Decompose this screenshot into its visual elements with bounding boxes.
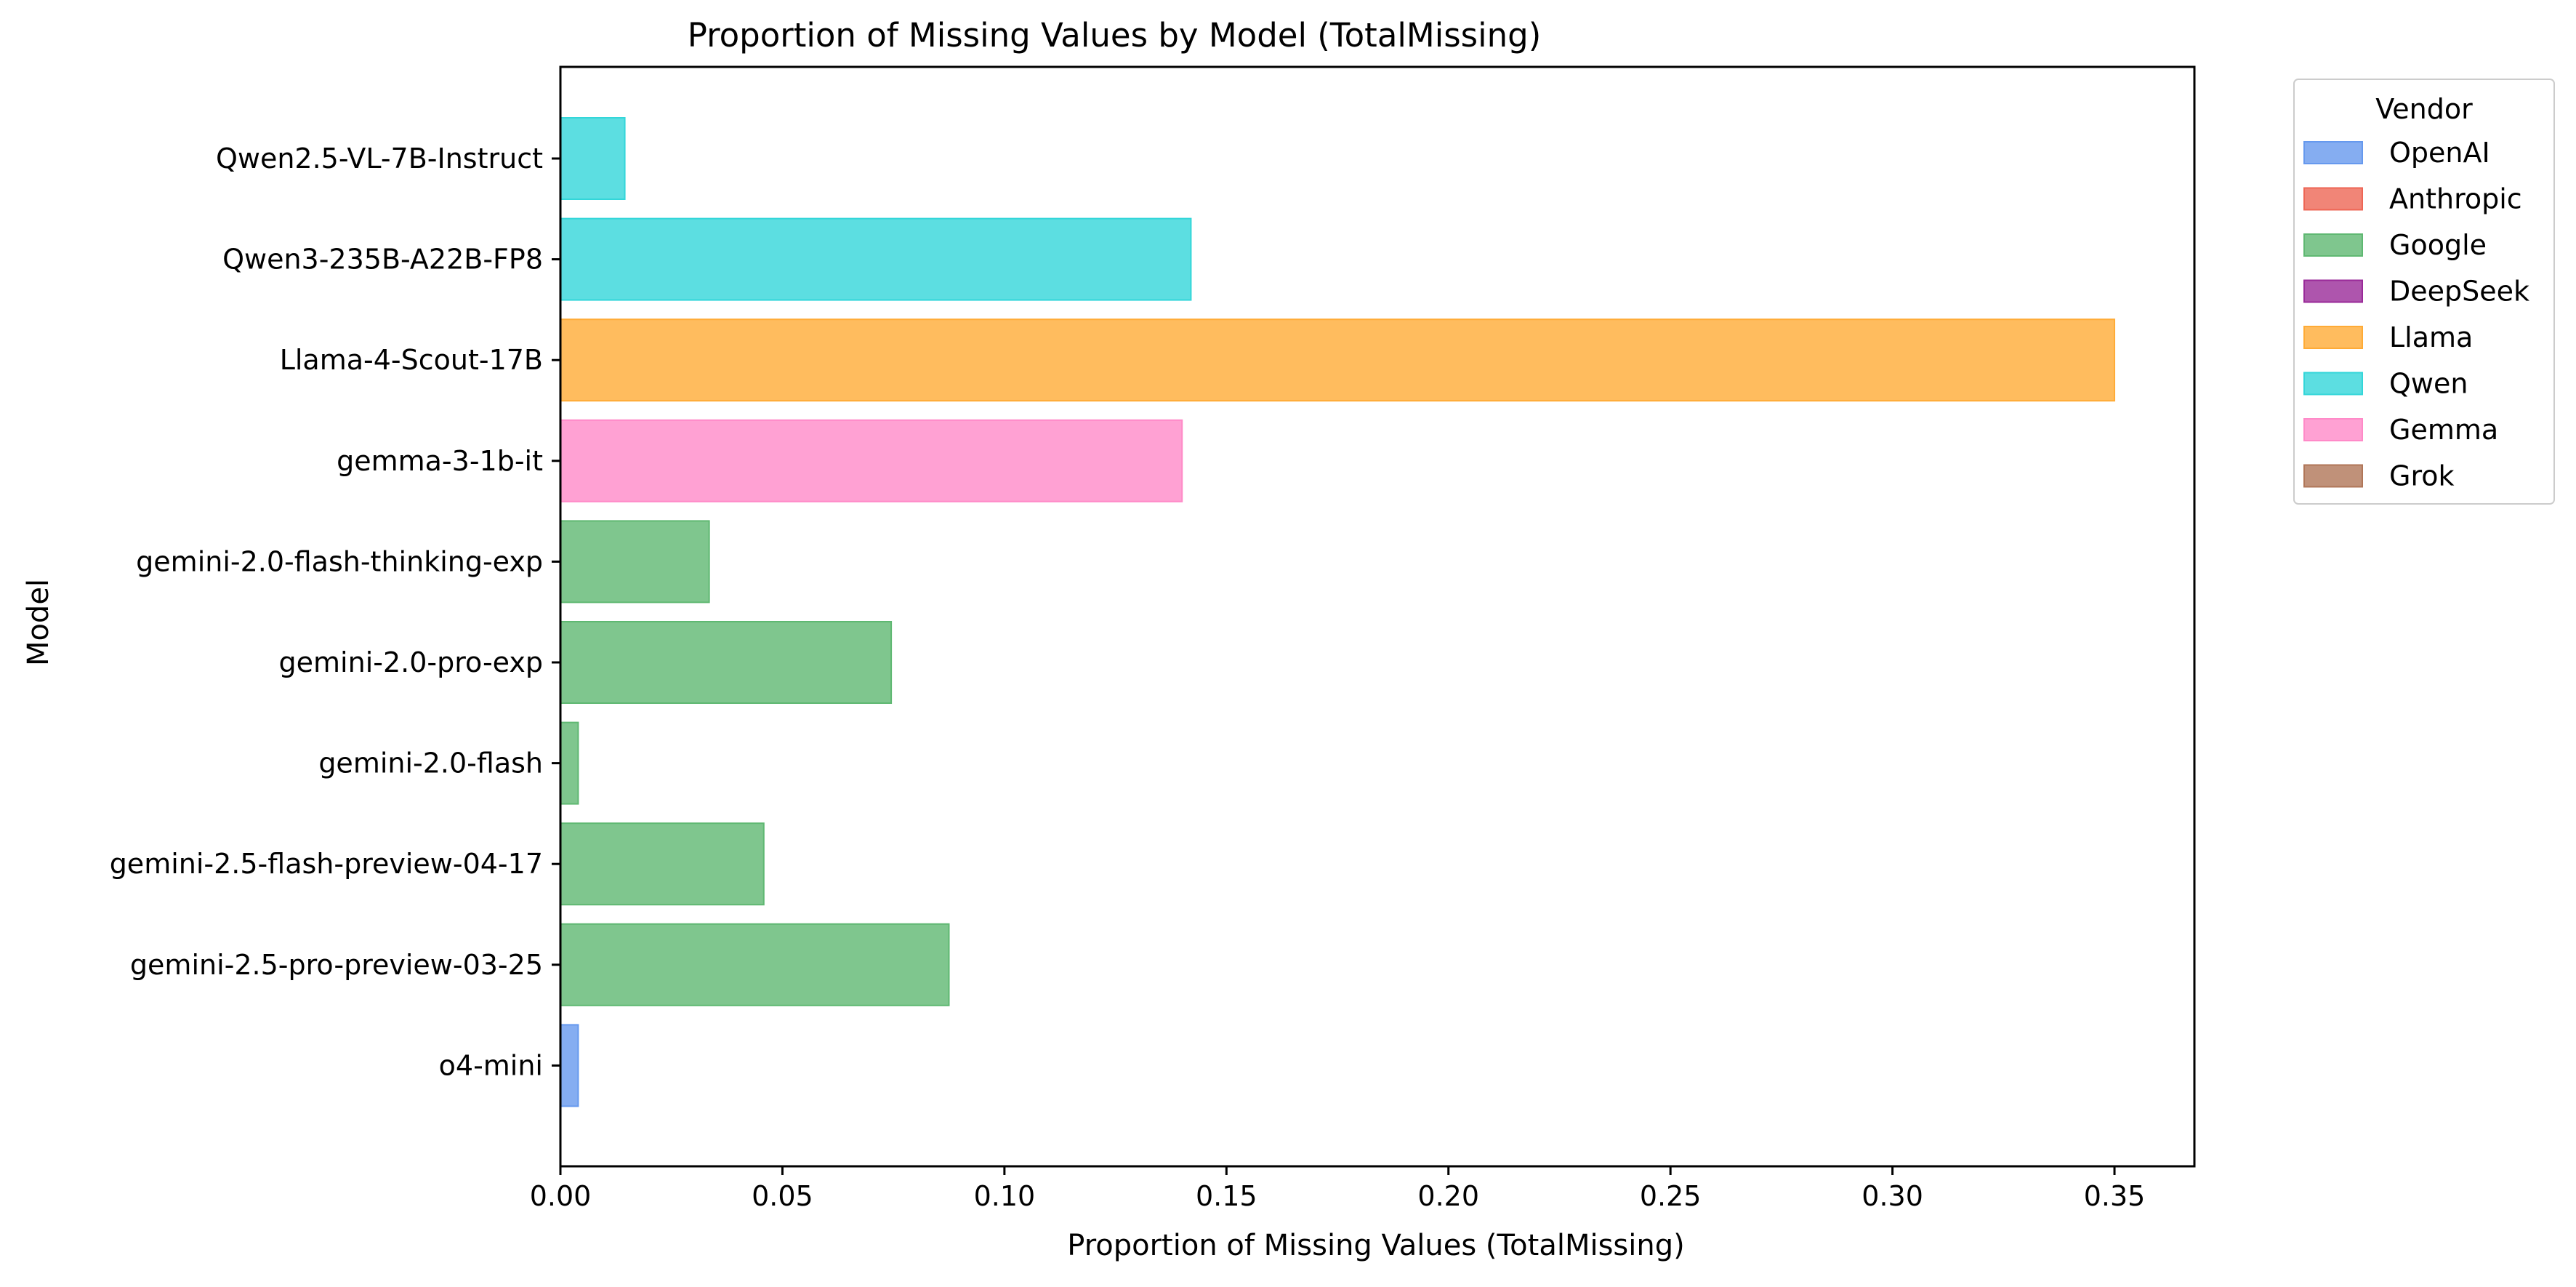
legend: Vendor OpenAI Anthropic Google DeepSeek Llama…	[2293, 79, 2555, 505]
bar-gemini-2-5-flash-preview-04-17	[560, 822, 765, 906]
legend-label-gemma: Gemma	[2389, 414, 2498, 446]
legend-label-openai: OpenAI	[2389, 137, 2490, 169]
legend-swatch-llama	[2303, 326, 2363, 349]
bar-gemini-2-0-flash	[560, 721, 579, 805]
x-axis-label: Proportion of Missing Values (TotalMissi…	[1067, 1229, 1684, 1262]
x-tick-label: 0.00	[530, 1180, 592, 1212]
bar-gemini-2-0-pro-exp	[560, 621, 893, 704]
x-tick-label: 0.05	[752, 1180, 813, 1212]
bar-qwen2-5-vl-7b-instruct	[560, 117, 626, 200]
y-tick-label: o4-mini	[439, 1049, 543, 1081]
bars-group	[560, 117, 2116, 1107]
x-tick-label: 0.35	[2084, 1180, 2146, 1212]
y-axis-ticks: Qwen2.5-VL-7B-Instruct Qwen3-235B-A22B-FP…	[110, 143, 560, 1081]
y-tick-label: gemma-3-1b-it	[337, 445, 543, 477]
x-tick-label: 0.20	[1417, 1180, 1479, 1212]
legend-label-llama: Llama	[2389, 321, 2473, 353]
y-tick-label: Llama-4-Scout-17B	[280, 344, 543, 376]
legend-label-anthropic: Anthropic	[2389, 183, 2522, 215]
x-tick-label: 0.10	[974, 1180, 1036, 1212]
y-axis-label: Model	[22, 579, 55, 666]
y-tick-label: gemini-2.0-flash-thinking-exp	[136, 545, 543, 577]
y-tick-label: Qwen3-235B-A22B-FP8	[222, 244, 543, 276]
bar-gemini-2-5-pro-preview-03-25	[560, 923, 950, 1006]
legend-swatch-deepseek	[2303, 279, 2363, 303]
y-tick-label: Qwen2.5-VL-7B-Instruct	[216, 143, 543, 175]
legend-frame	[2293, 79, 2555, 505]
bar-llama-4-scout-17b	[560, 318, 2116, 402]
legend-label-deepseek: DeepSeek	[2389, 276, 2529, 308]
x-tick-label: 0.30	[1861, 1180, 1923, 1212]
y-tick-label: gemini-2.0-flash	[318, 747, 543, 779]
legend-swatch-grok	[2303, 464, 2363, 488]
x-tick-label: 0.15	[1196, 1180, 1257, 1212]
bar-o4-mini	[560, 1024, 579, 1107]
bar-gemini-2-0-flash-thinking-exp	[560, 520, 710, 604]
legend-swatch-anthropic	[2303, 187, 2363, 211]
legend-label-qwen: Qwen	[2389, 368, 2468, 400]
y-tick-label: gemini-2.0-pro-exp	[279, 646, 543, 678]
y-tick-label: gemini-2.5-flash-preview-04-17	[110, 848, 543, 880]
legend-swatch-qwen	[2303, 372, 2363, 396]
x-tick-label: 0.25	[1640, 1180, 1702, 1212]
plot-frame	[559, 65, 2196, 1168]
bar-gemma-3-1b-it	[560, 419, 1183, 502]
chart-title: Proportion of Missing Values by Model (T…	[688, 16, 1542, 55]
bar-qwen3-235b-a22b-fp8	[560, 217, 1192, 301]
legend-label-grok: Grok	[2389, 460, 2455, 492]
legend-label-google: Google	[2389, 229, 2487, 261]
legend-swatch-google	[2303, 233, 2363, 257]
x-axis-ticks: 0.00 0.05 0.10 0.15 0.20 0.25 0.30 0.35	[530, 1166, 2146, 1212]
y-tick-label: gemini-2.5-pro-preview-03-25	[130, 949, 543, 981]
legend-swatch-gemma	[2303, 418, 2363, 441]
legend-title: Vendor	[2375, 93, 2473, 125]
legend-swatch-openai	[2303, 141, 2363, 164]
